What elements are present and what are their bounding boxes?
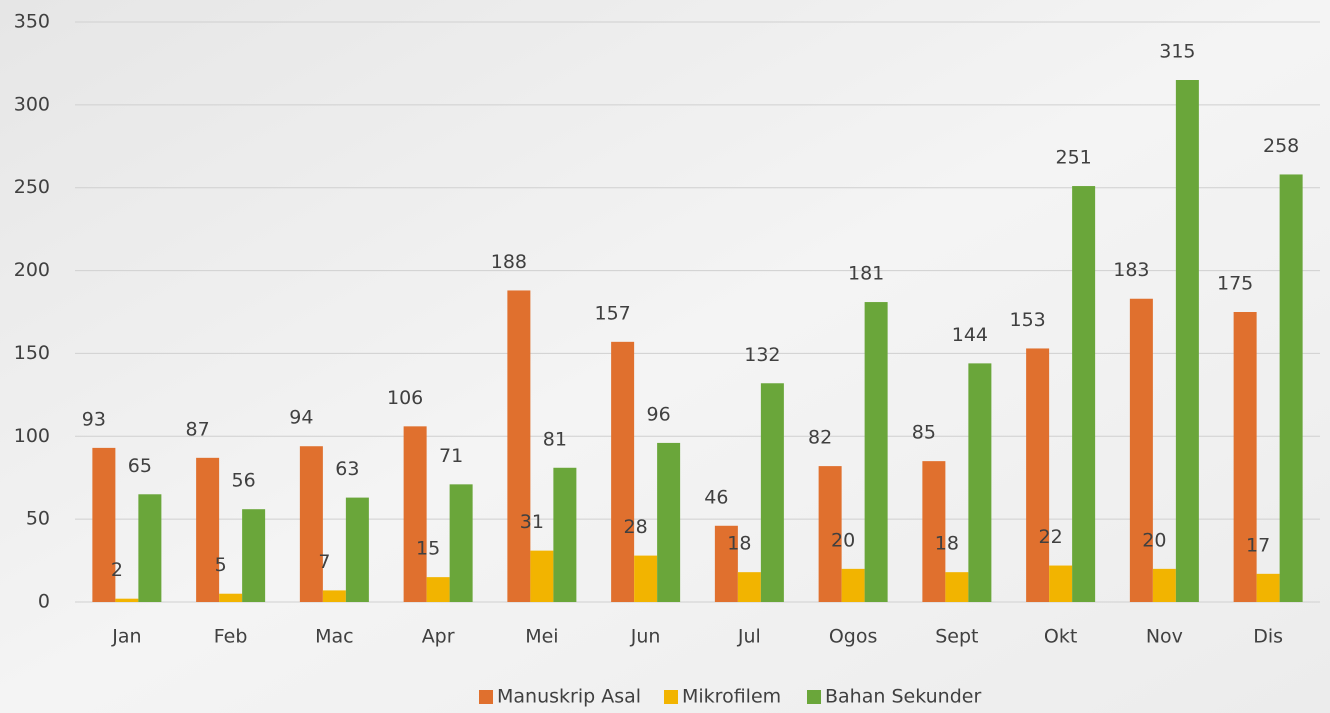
bar [219,593,243,602]
bar [403,426,427,602]
data-label: 157 [594,302,630,324]
x-tick-label: Jul [737,626,761,648]
bar [322,590,346,602]
bar [1072,186,1096,603]
y-tick-label: 0 [38,591,50,613]
data-label: 183 [1113,259,1149,281]
x-tick-label: Nov [1146,626,1183,648]
y-tick-label: 50 [26,508,50,530]
bar [818,466,842,602]
data-label: 20 [831,529,855,551]
bar [1256,573,1280,602]
data-label: 5 [215,554,227,576]
data-label: 175 [1217,273,1253,295]
data-label: 2 [111,559,123,581]
y-tick-label: 250 [14,176,50,198]
data-label: 65 [128,455,152,477]
data-label: 28 [624,516,648,538]
data-label: 94 [289,407,313,429]
data-label: 153 [1009,309,1045,331]
data-label: 18 [727,533,751,555]
bar [530,550,554,602]
bar [968,363,992,602]
bar [1175,80,1199,602]
x-tick-label: Jan [111,626,141,648]
data-label: 22 [1039,526,1063,548]
data-label: 81 [543,428,567,450]
data-label: 251 [1055,147,1091,169]
bar [737,572,761,602]
bar [1129,298,1153,602]
bar [345,497,369,602]
y-tick-label: 300 [14,93,50,115]
data-label: 18 [935,533,959,555]
bar [864,302,888,602]
y-tick-label: 350 [14,11,50,33]
x-tick-label: Mei [525,626,558,648]
data-label: 85 [912,422,936,444]
x-tick-label: Mac [315,626,353,648]
bar [714,525,738,602]
x-tick-label: Okt [1044,626,1077,648]
data-label: 15 [416,538,440,560]
bar [1049,565,1073,602]
x-tick-label: Jun [630,626,661,648]
legend-label: Manuskrip Asal [497,686,641,708]
data-label: 96 [647,403,671,425]
bar [760,383,784,602]
legend-swatch [807,690,821,704]
bar [426,577,450,602]
bar [1233,312,1257,602]
legend-label: Mikrofilem [682,686,781,708]
bar [553,467,577,602]
x-tick-label: Feb [214,626,248,648]
bar [611,341,635,602]
data-label: 132 [744,344,780,366]
bar [1152,568,1176,602]
data-label: 93 [82,408,106,430]
bar [1279,174,1303,602]
data-label: 181 [848,263,884,285]
bar [945,572,969,602]
data-label: 46 [704,486,728,508]
y-tick-label: 200 [14,259,50,281]
data-label: 315 [1159,41,1195,63]
legend-swatch [664,690,678,704]
bar [449,484,473,602]
x-tick-label: Apr [422,626,455,648]
bar [196,457,220,602]
data-label: 7 [318,551,330,573]
bar [138,494,162,602]
bar [299,446,323,602]
data-label: 17 [1246,534,1270,556]
legend-label: Bahan Sekunder [825,686,981,708]
data-label: 144 [952,324,988,346]
legend-swatch [479,690,493,704]
y-tick-label: 150 [14,342,50,364]
data-label: 82 [808,427,832,449]
x-tick-label: Sept [935,626,978,648]
bar [657,442,681,602]
data-label: 258 [1263,135,1299,157]
data-label: 188 [491,251,527,273]
bar [1026,348,1050,602]
bar [507,290,531,602]
data-label: 31 [520,511,544,533]
bar [922,461,946,602]
bar [242,509,266,602]
data-label: 71 [439,445,463,467]
data-label: 87 [186,418,210,440]
bar [115,598,139,602]
bar [634,555,658,602]
bar [92,447,116,602]
x-tick-label: Dis [1253,626,1283,648]
data-label: 106 [387,387,423,409]
x-tick-label: Ogos [829,626,878,648]
data-label: 20 [1142,529,1166,551]
y-tick-label: 100 [14,425,50,447]
data-label: 63 [335,458,359,480]
bar [841,568,865,602]
data-label: 56 [232,470,256,492]
